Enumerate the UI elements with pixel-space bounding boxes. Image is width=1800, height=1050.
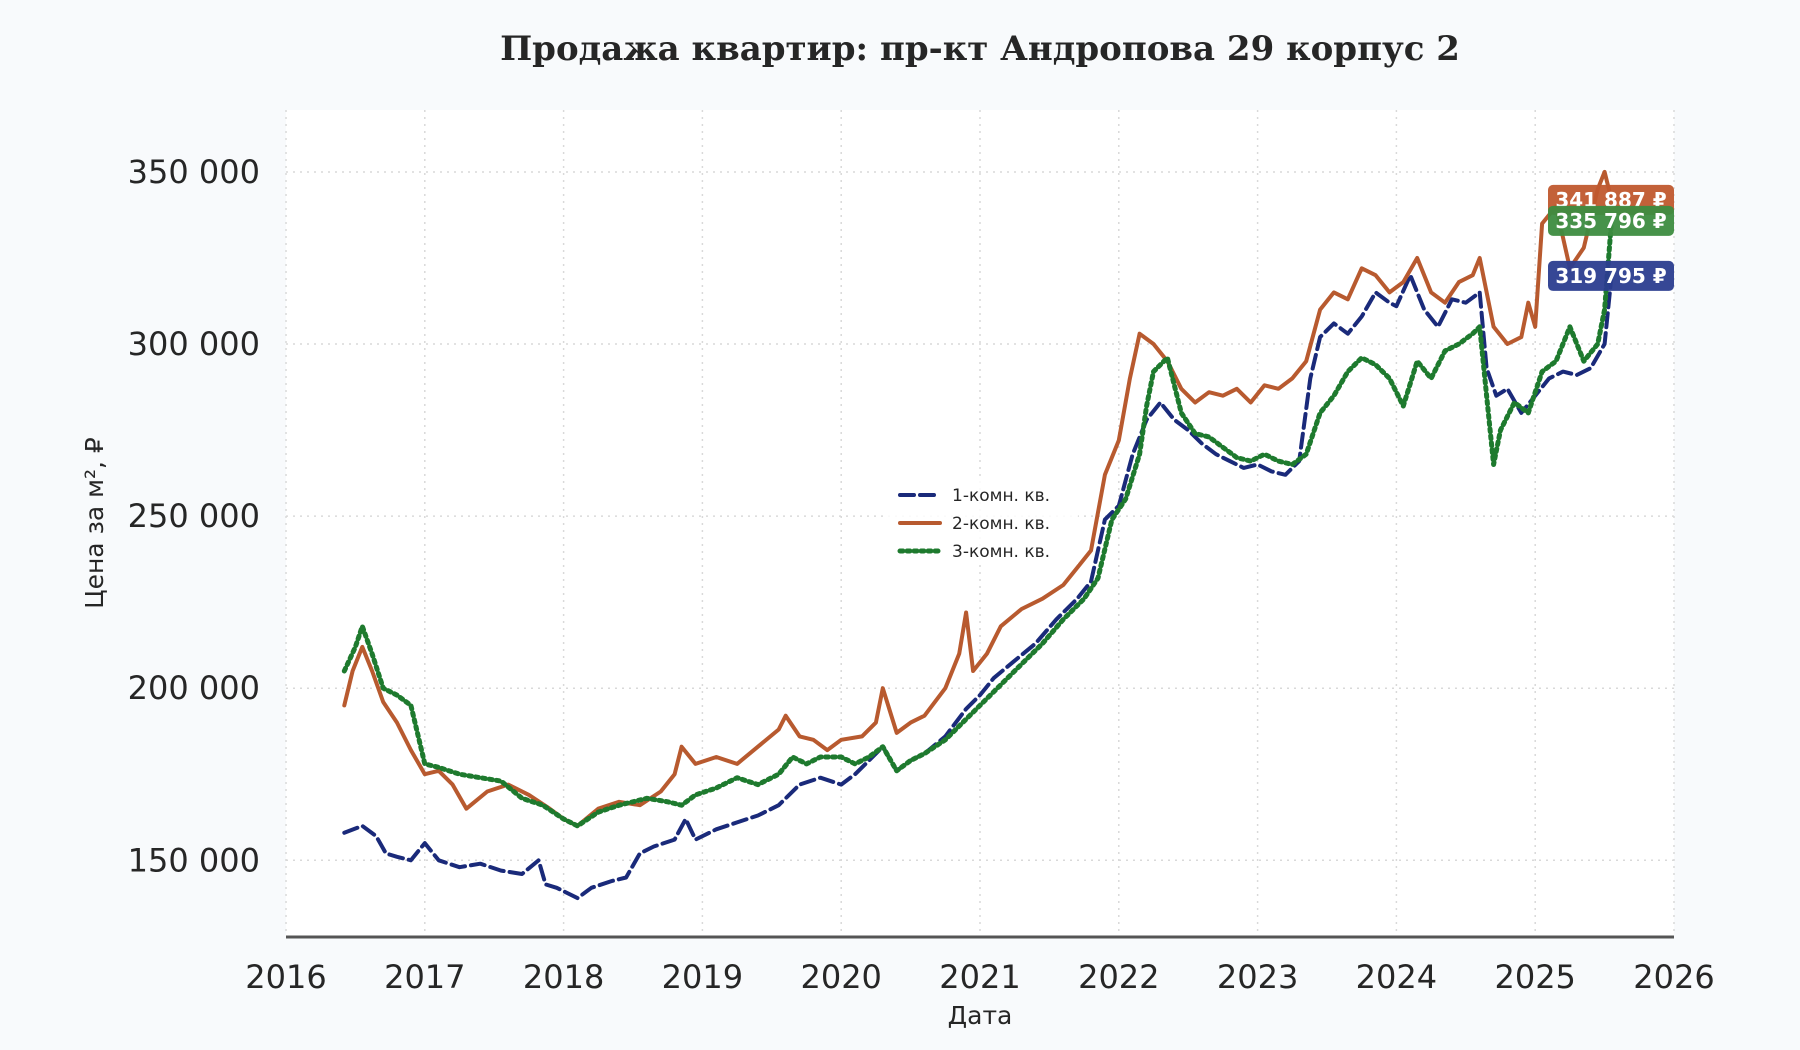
x-tick-label: 2020 xyxy=(800,958,881,996)
series-line xyxy=(341,218,1614,829)
y-axis-label: Цена за м², ₽ xyxy=(80,437,109,609)
x-tick-label: 2026 xyxy=(1633,958,1714,996)
y-tick-label: 150 000 xyxy=(128,841,260,879)
x-tick-label: 2025 xyxy=(1494,958,1575,996)
x-tick-label: 2022 xyxy=(1078,958,1159,996)
chart-title: Продажа квартир: пр-кт Андропова 29 корп… xyxy=(500,29,1460,69)
y-tick-label: 250 000 xyxy=(128,497,260,535)
y-tick-label: 200 000 xyxy=(128,669,260,707)
x-ticks: 2016 2017 2018 2019 2020 2021 2022 2023 2024 2025… xyxy=(245,958,1714,996)
grid xyxy=(285,110,1675,936)
x-tick-label: 2023 xyxy=(1217,958,1298,996)
y-ticks: 150 000 200 000 250 000 300 000 350 000 xyxy=(128,153,260,879)
legend-label: 2-комн. кв. xyxy=(952,514,1050,534)
legend: 1-комн. кв. 2-комн. кв. 3-комн. кв. xyxy=(888,478,1078,564)
legend-label: 1-комн. кв. xyxy=(952,486,1050,506)
value-badge xyxy=(1548,260,1674,291)
legend-label: 3-комн. кв. xyxy=(952,542,1050,562)
x-tick-label: 2021 xyxy=(939,958,1020,996)
y-tick-label: 350 000 xyxy=(128,153,260,191)
value-badge xyxy=(1548,205,1674,236)
x-tick-label: 2017 xyxy=(384,958,465,996)
x-tick-label: 2024 xyxy=(1356,958,1437,996)
series-layer xyxy=(341,169,1614,901)
x-axis-label: Дата xyxy=(948,1001,1013,1030)
x-tick-label: 2016 xyxy=(245,958,326,996)
x-tick-label: 2018 xyxy=(523,958,604,996)
value-badge-label: 319 795 ₽ xyxy=(1555,264,1666,288)
y-tick-label: 300 000 xyxy=(128,325,260,363)
badges: 319 795 ₽341 887 ₽335 796 ₽ xyxy=(1548,184,1674,291)
value-badge-label: 335 796 ₽ xyxy=(1555,209,1666,233)
series-line xyxy=(342,273,1614,901)
x-tick-label: 2019 xyxy=(662,958,743,996)
